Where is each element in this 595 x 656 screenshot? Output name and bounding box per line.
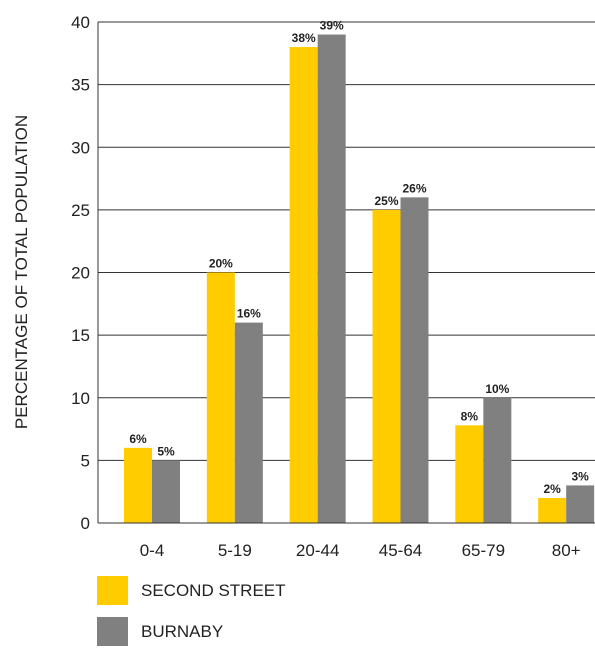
y-tick-labels: 0 5 10 15 20 25 30 35 40 bbox=[71, 13, 90, 533]
bar-burnaby-45-64 bbox=[400, 197, 429, 523]
axes bbox=[97, 22, 595, 524]
data-labels: 6% 5% 20% 16% 38% 39% 25% 26% 8% 10% 2% 3% bbox=[129, 19, 589, 496]
x-tick-label: 0-4 bbox=[140, 541, 165, 560]
bar-second-street-45-64 bbox=[372, 209, 401, 523]
data-label: 38% bbox=[292, 31, 316, 45]
bar-burnaby-20-44 bbox=[317, 34, 346, 524]
x-tick-label: 45-64 bbox=[379, 541, 422, 560]
y-tick-label: 25 bbox=[71, 201, 90, 220]
data-label: 2% bbox=[543, 482, 561, 496]
data-label: 6% bbox=[129, 432, 147, 446]
y-tick-label: 35 bbox=[71, 76, 90, 95]
bar-second-street-0-4 bbox=[124, 447, 152, 523]
y-tick-label: 30 bbox=[71, 138, 90, 157]
legend-swatch-second-street bbox=[97, 576, 128, 605]
x-tick-label: 65-79 bbox=[462, 541, 505, 560]
y-tick-label: 5 bbox=[81, 451, 90, 470]
bar-burnaby-5-19 bbox=[234, 322, 263, 523]
data-label: 20% bbox=[209, 257, 233, 271]
bar-second-street-5-19 bbox=[206, 272, 235, 523]
y-tick-label: 10 bbox=[71, 389, 90, 408]
legend: SECOND STREET BURNABY bbox=[97, 576, 286, 646]
bar-burnaby-65-79 bbox=[483, 397, 512, 523]
y-tick-label: 20 bbox=[71, 264, 90, 283]
y-tick-label: 15 bbox=[71, 326, 90, 345]
x-tick-label: 80+ bbox=[552, 541, 581, 560]
data-label: 26% bbox=[402, 181, 426, 195]
data-label: 25% bbox=[374, 194, 398, 208]
legend-label-second-street: SECOND STREET bbox=[141, 581, 286, 600]
y-axis-label: PERCENTAGE OF TOTAL POPULATION bbox=[12, 115, 31, 429]
bar-burnaby-0-4 bbox=[152, 460, 180, 523]
data-label: 10% bbox=[485, 382, 509, 396]
bar-second-street-65-79 bbox=[455, 425, 484, 523]
x-tick-label: 20-44 bbox=[296, 541, 339, 560]
data-label: 8% bbox=[461, 409, 479, 423]
data-label: 39% bbox=[320, 19, 344, 33]
legend-swatch-burnaby bbox=[97, 617, 128, 646]
data-label: 16% bbox=[237, 307, 261, 321]
data-label: 5% bbox=[157, 444, 175, 458]
data-label: 3% bbox=[571, 469, 589, 483]
y-tick-label: 40 bbox=[71, 13, 90, 32]
bar-second-street-20-44 bbox=[289, 47, 318, 524]
bar-second-street-80+ bbox=[538, 497, 567, 523]
x-tick-label: 5-19 bbox=[218, 541, 252, 560]
grid-lines bbox=[98, 21, 595, 461]
bars bbox=[124, 34, 595, 524]
y-tick-label: 0 bbox=[81, 514, 90, 533]
bar-burnaby-80+ bbox=[566, 485, 595, 523]
x-tick-labels: 0-4 5-19 20-44 45-64 65-79 80+ bbox=[140, 541, 581, 560]
legend-label-burnaby: BURNABY bbox=[141, 622, 223, 641]
